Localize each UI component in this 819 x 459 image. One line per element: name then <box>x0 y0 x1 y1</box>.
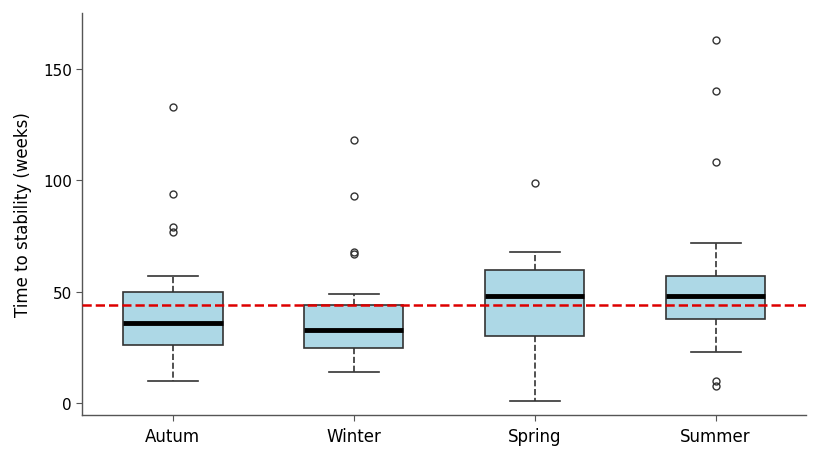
PathPatch shape <box>665 277 764 319</box>
PathPatch shape <box>123 292 222 346</box>
PathPatch shape <box>484 270 584 337</box>
PathPatch shape <box>304 306 403 348</box>
Y-axis label: Time to stability (weeks): Time to stability (weeks) <box>14 112 32 317</box>
